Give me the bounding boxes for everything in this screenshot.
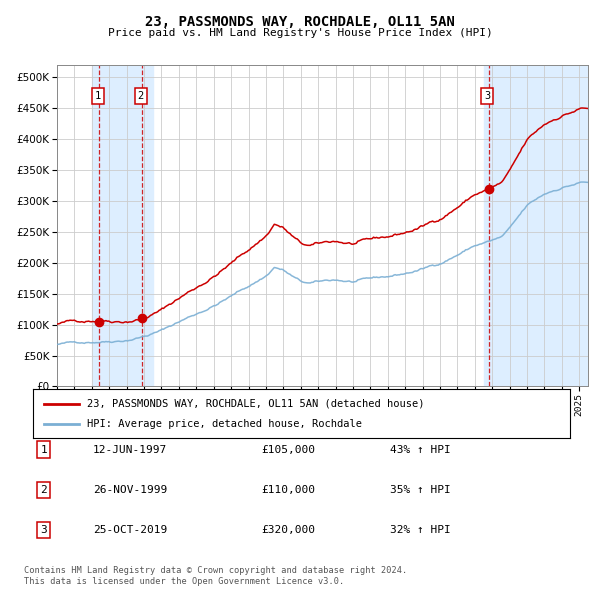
Text: 2: 2 [137, 91, 143, 101]
Text: £320,000: £320,000 [261, 525, 315, 535]
Text: 1: 1 [95, 91, 101, 101]
Text: 43% ↑ HPI: 43% ↑ HPI [390, 445, 451, 454]
Text: Contains HM Land Registry data © Crown copyright and database right 2024.
This d: Contains HM Land Registry data © Crown c… [24, 566, 407, 586]
Text: £110,000: £110,000 [261, 485, 315, 494]
Text: 35% ↑ HPI: 35% ↑ HPI [390, 485, 451, 494]
Text: 32% ↑ HPI: 32% ↑ HPI [390, 525, 451, 535]
Bar [92, 65, 153, 386]
Text: 26-NOV-1999: 26-NOV-1999 [93, 485, 167, 494]
Text: £105,000: £105,000 [261, 445, 315, 454]
Text: 23, PASSMONDS WAY, ROCHDALE, OL11 5AN (detached house): 23, PASSMONDS WAY, ROCHDALE, OL11 5AN (d… [87, 399, 424, 409]
Text: 23, PASSMONDS WAY, ROCHDALE, OL11 5AN: 23, PASSMONDS WAY, ROCHDALE, OL11 5AN [145, 15, 455, 29]
Bar [484, 65, 588, 386]
Bar [484, 65, 588, 386]
Text: HPI: Average price, detached house, Rochdale: HPI: Average price, detached house, Roch… [87, 419, 362, 430]
Text: 3: 3 [40, 525, 47, 535]
Text: 3: 3 [484, 91, 490, 101]
Text: 1: 1 [40, 445, 47, 454]
Text: 12-JUN-1997: 12-JUN-1997 [93, 445, 167, 454]
Text: 25-OCT-2019: 25-OCT-2019 [93, 525, 167, 535]
Text: 2: 2 [40, 485, 47, 494]
Text: Price paid vs. HM Land Registry's House Price Index (HPI): Price paid vs. HM Land Registry's House … [107, 28, 493, 38]
